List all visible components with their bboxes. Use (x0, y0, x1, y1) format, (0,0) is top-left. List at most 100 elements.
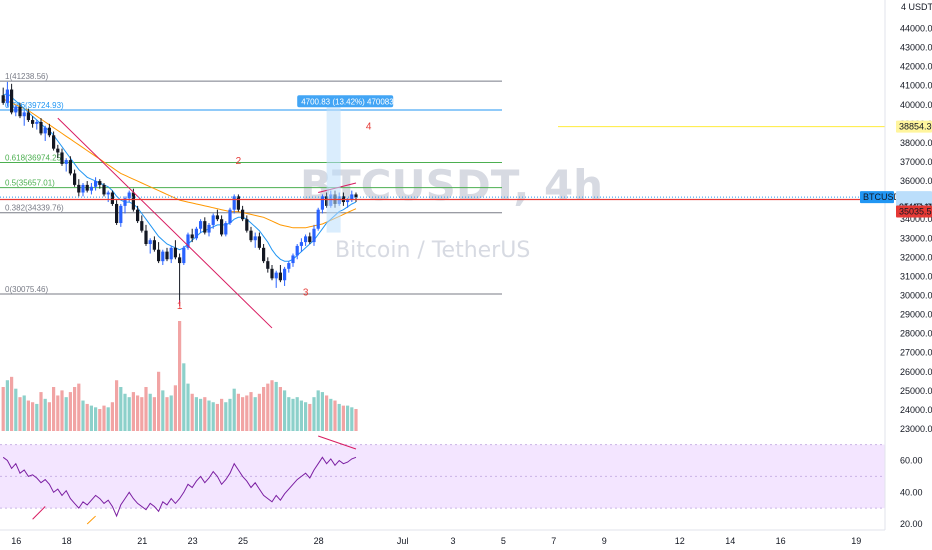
currency-code: USDT (909, 2, 932, 12)
candle-body (102, 184, 106, 195)
volume-bar (5, 380, 9, 431)
candle-body (52, 135, 56, 149)
volume-bar (98, 409, 102, 431)
candle-body (123, 198, 127, 206)
volume-bars (1, 321, 358, 431)
candle-body (14, 106, 18, 113)
wave-label: 4 (366, 122, 372, 133)
candle-body (68, 160, 72, 174)
volume-bar (10, 376, 14, 431)
volume-bar (207, 400, 211, 431)
candle-body (136, 209, 140, 222)
volume-bar (52, 387, 56, 431)
volume-bar (203, 397, 207, 431)
volume-bar (31, 402, 35, 431)
volume-bar (123, 393, 127, 431)
price-tick-label: 27000.00 (900, 348, 932, 358)
price-tick-label: 37000.00 (900, 157, 932, 167)
watermark-subtitle: Bitcoin / TetherUS (335, 238, 530, 263)
price-tick-label: 24000.00 (900, 405, 932, 415)
volume-bar (245, 395, 249, 431)
price-tick-label: 29000.00 (900, 310, 932, 320)
volume-bar (236, 393, 240, 431)
time-tick-label: 18 (62, 536, 72, 546)
volume-bar (35, 403, 39, 431)
time-tick-label: 12 (675, 536, 685, 546)
candle-body (245, 219, 249, 231)
candle-body (283, 268, 287, 281)
volume-bar (56, 395, 60, 431)
price-tick-label: 30000.00 (900, 291, 932, 301)
volume-bar (312, 397, 316, 431)
volume-bar (94, 407, 98, 431)
time-tick-label: 16 (11, 536, 21, 546)
fibonacci-retracement[interactable]: 1(41238.56) 0.786(39724.93) 0.618(36974.25… (0, 72, 502, 295)
rsi-orange-line (86, 515, 96, 525)
fib-level-label: 1(41238.56) (5, 72, 48, 81)
volume-bar (85, 403, 89, 431)
candle-body (270, 268, 274, 279)
wave-label: 2 (236, 156, 242, 167)
candle-body (73, 173, 77, 185)
candle-body (194, 228, 198, 239)
candle-body (165, 251, 169, 260)
alert-price-label: 38854.30 (899, 122, 932, 132)
volume-bar (337, 403, 341, 431)
volume-bar (329, 398, 333, 431)
volume-bar (73, 387, 77, 431)
candle-body (262, 247, 266, 262)
candle-body (316, 209, 320, 229)
ma-orange-line (2, 98, 357, 229)
candle-body (346, 200, 350, 203)
candle-body (157, 249, 161, 262)
candle-body (186, 234, 190, 248)
volume-bar (278, 387, 282, 431)
time-tick-label: 28 (314, 536, 324, 546)
candle-body (115, 203, 119, 224)
candle-body (236, 196, 240, 210)
rsi-pane[interactable] (0, 444, 885, 518)
candle-body (119, 205, 123, 224)
candle-body (220, 219, 224, 235)
candle-body (110, 192, 114, 204)
volume-bar (39, 392, 43, 431)
candle-body (85, 184, 89, 191)
time-tick-label: 25 (238, 536, 248, 546)
drawings[interactable]: 4700.83 (13.42%) 470083 1 2 3 4 (0, 95, 885, 525)
candle-body (35, 121, 39, 124)
candle-body (215, 215, 219, 220)
rsi-tick-label: 20.00 (900, 519, 923, 529)
candle-body (89, 186, 93, 191)
candle-body (77, 184, 81, 193)
volume-bar (102, 405, 106, 431)
candle-body (199, 221, 203, 229)
volume-bar (190, 393, 194, 431)
volume-bar (22, 395, 26, 431)
volume-bar (220, 398, 224, 431)
time-tick-label: 14 (725, 536, 735, 546)
volume-bar (341, 405, 345, 431)
volume-bar (165, 397, 169, 431)
price-tick-label: 36000.00 (900, 176, 932, 186)
fib-level-label: 0(30075.46) (5, 285, 48, 294)
rsi-trend-line (32, 506, 46, 520)
volume-bar (68, 392, 72, 431)
candle-body (291, 255, 295, 264)
wave-label: 1 (177, 301, 183, 312)
volume-bar (1, 387, 5, 431)
candle-body (131, 192, 135, 210)
volume-bar (346, 405, 350, 431)
candle-body (249, 230, 253, 241)
volume-bar (127, 397, 131, 431)
symbol-label-box (860, 191, 894, 204)
candle-body (144, 230, 148, 245)
price-tick-label: 32000.00 (900, 252, 932, 262)
candle-body (299, 242, 303, 246)
volume-bar (136, 395, 140, 431)
currency-digit-icon: 4 (901, 2, 906, 12)
volume-bar (161, 390, 165, 431)
candle-body (148, 240, 152, 245)
candle-body (354, 194, 358, 198)
volume-bar (186, 383, 190, 431)
